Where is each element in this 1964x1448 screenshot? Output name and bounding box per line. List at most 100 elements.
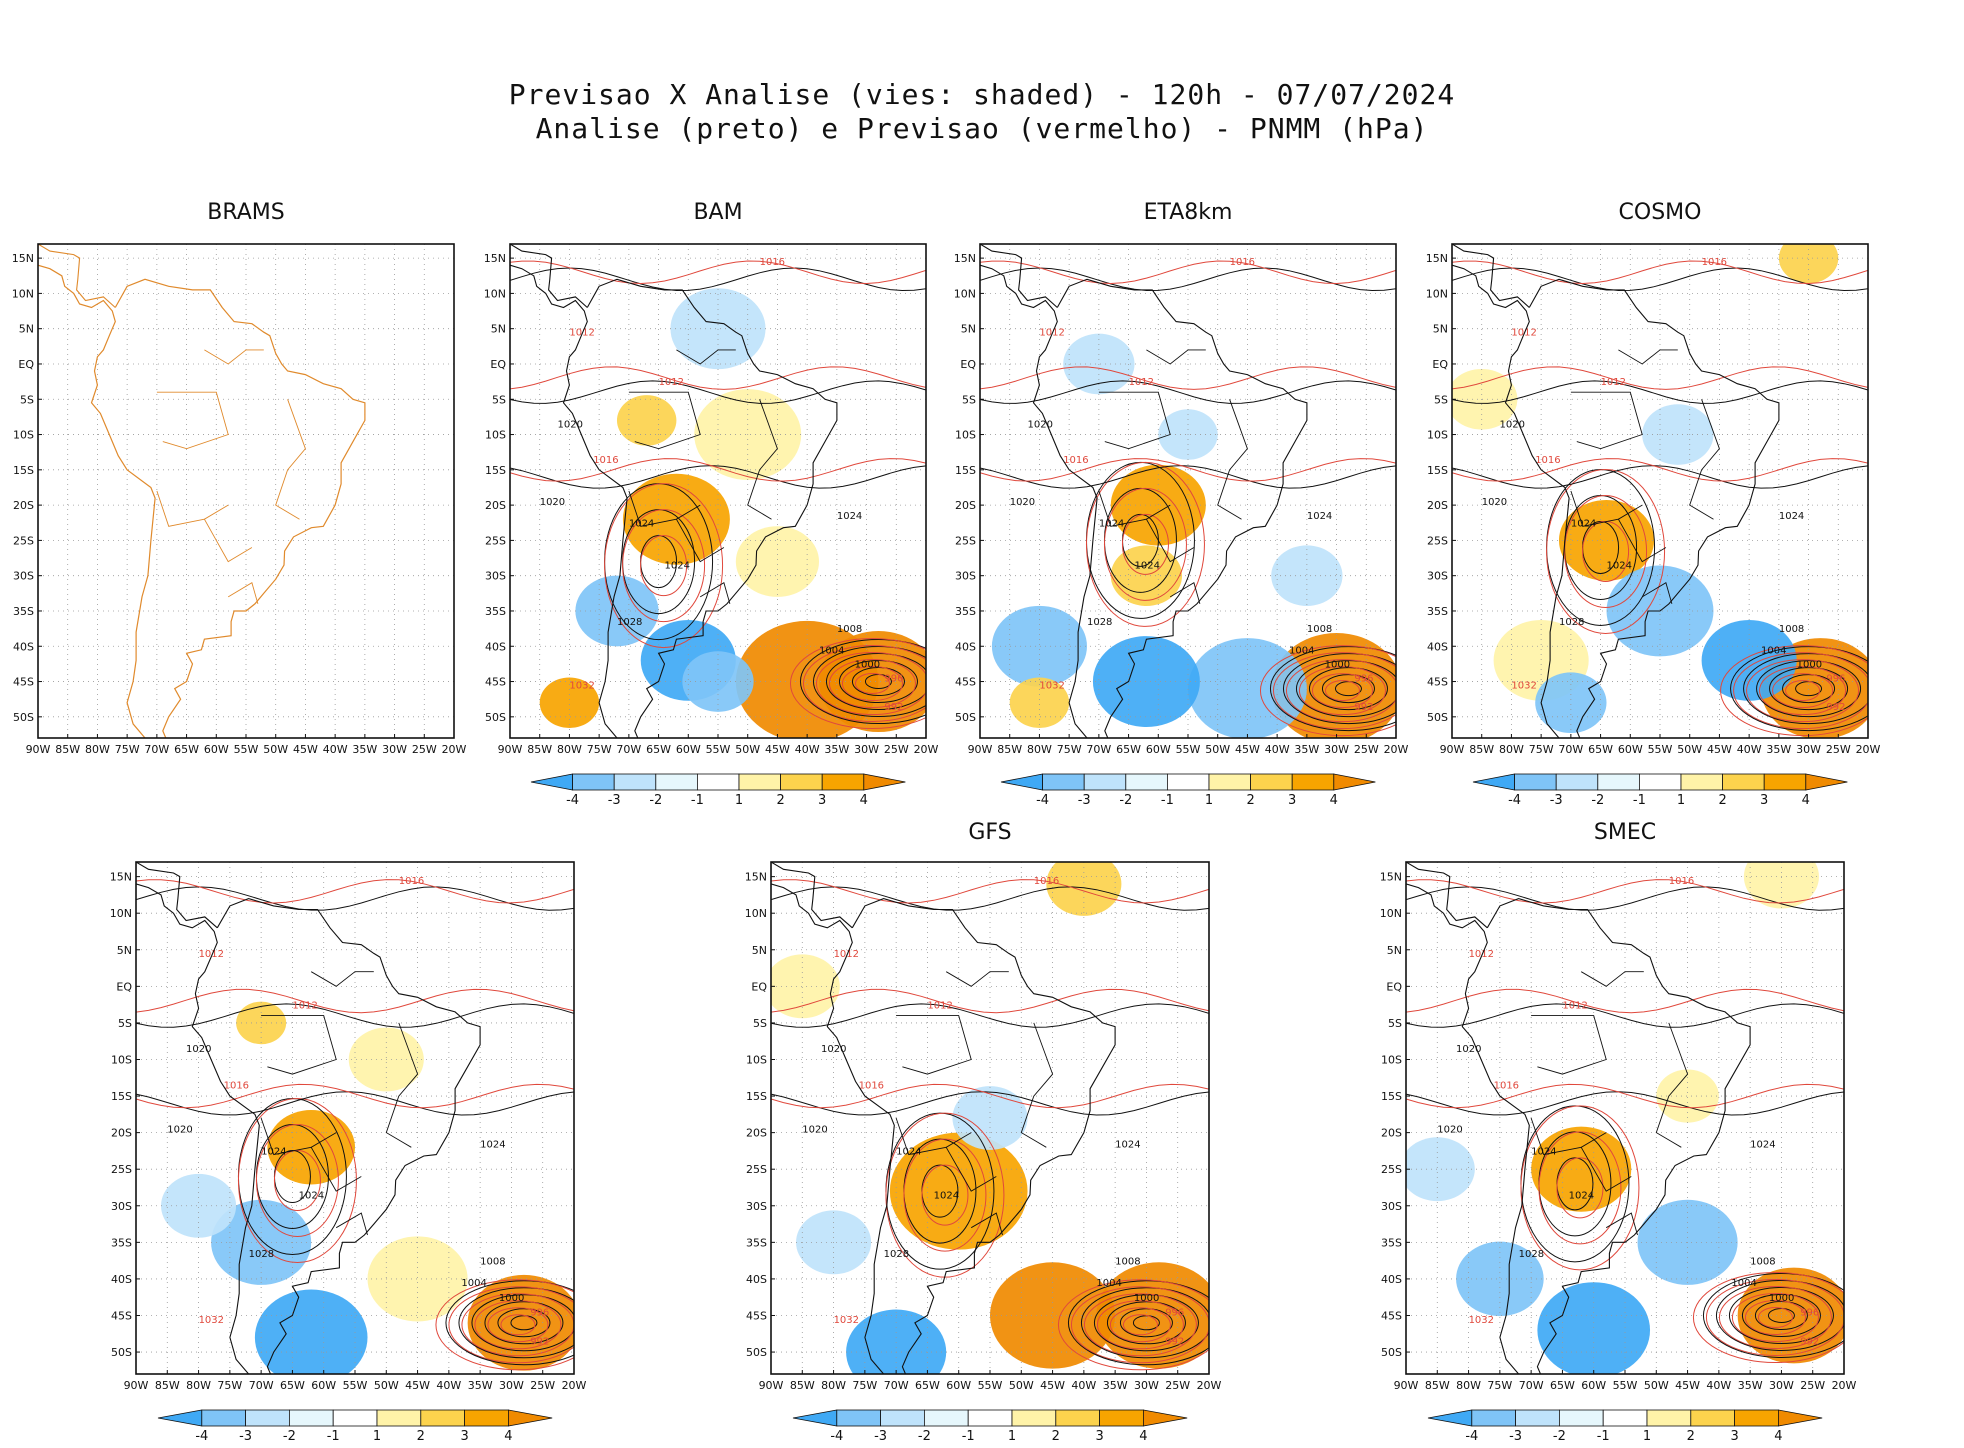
panel-eta8km: ETA8km 1016 1012 1012 1020 1016 1020 1024 1024 10… <box>954 200 1410 808</box>
country-border <box>1169 582 1201 605</box>
coastline <box>136 862 481 1374</box>
country-border <box>699 582 731 605</box>
lon-tick-label: 75W <box>115 743 140 756</box>
lat-tick-label: 5S <box>492 393 506 406</box>
lat-tick-label: 10S <box>1427 429 1448 442</box>
contour-label: 1000 <box>1134 1293 1159 1304</box>
lon-tick-label: 45W <box>1040 1379 1065 1392</box>
colorbar-swatch <box>1083 773 1126 791</box>
isobar-forecast <box>1103 487 1187 601</box>
isobar-analysis <box>799 639 926 725</box>
isobar-forecast <box>854 673 890 695</box>
colorbar-swatch <box>821 773 864 791</box>
lat-tick-label: 20S <box>955 499 976 512</box>
colorbar-swatch <box>779 773 823 791</box>
isobar-line <box>771 886 1209 911</box>
colorbar-label: -3 <box>608 793 621 808</box>
contour-label: 1004 <box>1731 1278 1756 1289</box>
colorbar-label: 1 <box>1677 793 1685 808</box>
contour-label: 1024 <box>1779 511 1804 522</box>
country-border <box>747 399 778 520</box>
contour-label: 1028 <box>617 617 642 628</box>
isobar-forecast <box>1083 1293 1197 1357</box>
colorbar-swatch <box>1721 773 1765 791</box>
isobar-forecast <box>474 1300 562 1350</box>
lon-tick-label: 90W <box>968 743 993 756</box>
lon-tick-label: 70W <box>144 743 169 756</box>
bias-shading <box>1737 1267 1844 1364</box>
contour-label: 1004 <box>819 645 844 656</box>
lon-tick-label: 35W <box>1766 743 1791 756</box>
coastline <box>510 244 588 308</box>
isobar-line <box>771 879 1209 904</box>
isobar-forecast <box>435 1279 574 1371</box>
isobar-analysis <box>1282 653 1396 725</box>
isobar-forecast <box>1085 461 1205 627</box>
colorbar-label: -1 <box>1597 1429 1610 1444</box>
lon-tick-label: 20W <box>914 743 939 756</box>
colorbar-swatch <box>836 1409 881 1427</box>
lon-tick-label: 40W <box>1265 743 1290 756</box>
colorbar-swatch <box>507 1409 553 1427</box>
colorbar-swatch <box>1513 773 1557 791</box>
lon-tick-label: 55W <box>1648 743 1673 756</box>
panel-title: ETA8km <box>1143 200 1233 225</box>
isobar-forecast <box>640 535 688 597</box>
lat-tick-label: 5N <box>19 323 34 336</box>
colorbar-label: -3 <box>1509 1429 1522 1444</box>
lat-tick-label: 10S <box>746 1053 767 1066</box>
colorbar-swatch <box>696 773 740 791</box>
colorbar-swatch <box>1805 773 1848 791</box>
lat-tick-label: 10N <box>745 907 767 920</box>
map-area: 1016101210121020101610201024102410281008… <box>136 862 574 1374</box>
lon-tick-label: 35W <box>1103 1379 1128 1392</box>
colorbar-swatch <box>792 1409 838 1427</box>
isobar-line <box>980 458 1396 482</box>
lat-tick-label: 20S <box>13 499 34 512</box>
lat-tick-label: 45S <box>1427 676 1448 689</box>
lat-tick-label: 30S <box>111 1200 132 1213</box>
contour-label: 1004 <box>461 1278 486 1289</box>
colorbar-label: 4 <box>1801 793 1809 808</box>
isobar-analysis <box>825 653 926 711</box>
contour-label: 1020 <box>821 1044 846 1055</box>
colorbar-swatch <box>738 773 781 791</box>
lat-tick-label: 30S <box>1381 1200 1402 1213</box>
contour-label: 1016 <box>760 257 785 268</box>
colorbar-swatch <box>420 1409 465 1427</box>
lat-tick-label: 25S <box>1427 534 1448 547</box>
colorbar: -4 -3 -2 -1 1 2 3 4 <box>1472 773 1848 808</box>
contour-label: 1024 <box>1571 518 1596 529</box>
isobar-analysis <box>458 1287 574 1359</box>
lon-tick-label: 40W <box>323 743 348 756</box>
country-border <box>1217 399 1248 520</box>
isobar-line <box>136 1083 574 1109</box>
colorbar-swatch <box>201 1409 246 1427</box>
lat-tick-label: 40S <box>13 640 34 653</box>
lon-tick-label: 70W <box>884 1379 909 1392</box>
colorbar-swatch <box>1208 773 1251 791</box>
map-svg: 1016 1012 1012 1020 1016 1020 1024 1024 1028 1008… <box>745 861 1222 1392</box>
isobar-analysis <box>1728 1286 1834 1344</box>
lon-tick-label: 30W <box>499 1379 524 1392</box>
colorbar-label: 2 <box>1246 793 1254 808</box>
contour-label: 1028 <box>1559 617 1584 628</box>
isobar-forecast <box>802 645 926 723</box>
contour-label: 1024 <box>480 1139 505 1150</box>
lon-tick-label: 90W <box>498 743 523 756</box>
map-area: 1016101210121020101610201024102410281008… <box>510 244 926 738</box>
panel-brams: BRAMS 15N 10N 5N EQ 5S 10S 15S 20S 25S 30S 35S 40S 45… <box>12 200 468 760</box>
country-border <box>1641 582 1673 605</box>
lon-tick-label: 90W <box>759 1379 784 1392</box>
country-border <box>1020 1022 1054 1148</box>
contour-label: 1020 <box>186 1044 211 1055</box>
country-border <box>156 391 229 450</box>
lat-tick-label: 30S <box>485 570 506 583</box>
lat-tick-label: 35S <box>13 605 34 618</box>
contour-label: 1008 <box>1779 624 1804 635</box>
bias-shading <box>1110 545 1183 606</box>
contour-label: 996 <box>1354 674 1373 685</box>
bias-shading <box>1096 1262 1209 1369</box>
lat-tick-label: 25S <box>746 1163 767 1176</box>
country-border <box>1146 349 1206 365</box>
